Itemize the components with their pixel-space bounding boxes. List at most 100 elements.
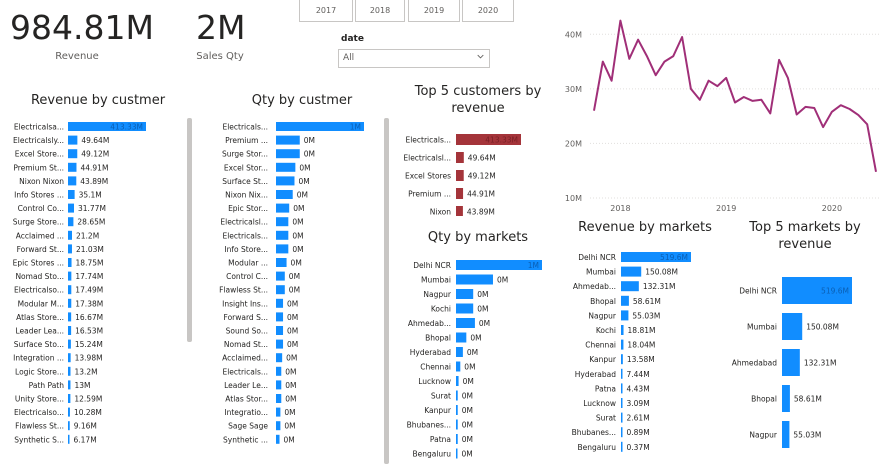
bar (276, 326, 284, 335)
bar (276, 366, 282, 376)
year-button-2019[interactable]: 2019 (408, 0, 460, 22)
category-label: Unity Store... (15, 395, 64, 404)
category-label: Flawless St... (15, 422, 64, 431)
data-label: 55.03M (632, 311, 660, 320)
data-label: 519.6M (821, 287, 849, 296)
data-label: 49.64M (468, 154, 496, 163)
data-label: 0M (292, 245, 303, 254)
qty-by-customer-scrollbar[interactable] (384, 118, 389, 464)
date-slicer-label: date (341, 34, 364, 44)
bar (68, 190, 75, 199)
data-label: 13.2M (74, 367, 97, 376)
bar (68, 149, 78, 159)
data-label: 150.08M (645, 268, 678, 277)
revenue-by-customer-title: Revenue by custmer (30, 93, 166, 108)
year-label: 2018 (369, 6, 391, 15)
bar (782, 421, 790, 448)
bar (68, 407, 70, 417)
category-label: Control C... (226, 272, 268, 281)
bar (621, 339, 624, 350)
category-label: Atlas Store... (16, 313, 64, 322)
category-label: Ahmedab... (573, 282, 616, 291)
data-label: 4.43M (627, 384, 650, 393)
category-label: Nagpur (588, 311, 616, 320)
data-label: 0M (304, 150, 315, 159)
bar (456, 303, 474, 314)
category-label: Surat (596, 414, 616, 423)
category-label: Mumbai (421, 276, 451, 285)
data-label: 0M (298, 177, 309, 186)
data-label: 17.74M (75, 272, 103, 281)
data-label: 31.77M (78, 204, 106, 213)
revenue-by-customer-scrollbar[interactable] (187, 118, 192, 342)
category-label: Electricalsl... (220, 218, 268, 227)
category-label: Excel Stores (405, 172, 451, 181)
data-label: 44.91M (80, 163, 108, 172)
category-label: Premium St... (13, 163, 64, 172)
data-label: 17.38M (75, 299, 103, 308)
data-label: 0.37M (627, 443, 650, 452)
data-label: 0M (463, 377, 474, 386)
category-label: Surge Stor... (222, 150, 268, 159)
bar (68, 312, 72, 322)
bar (68, 285, 72, 295)
qty-by-markets-title: Qty by markets (427, 230, 529, 245)
bar (456, 170, 464, 181)
bar (456, 260, 542, 270)
bar (621, 325, 624, 335)
data-label: 0M (462, 392, 473, 401)
data-label: 0M (292, 231, 303, 240)
category-label: Nagpur (749, 431, 777, 440)
data-label: 0M (477, 290, 488, 299)
bar (68, 135, 78, 145)
category-label: Electricals... (222, 123, 268, 132)
category-label: Delhi NCR (739, 287, 777, 296)
data-label: 28.65M (77, 218, 105, 227)
sales-qty-kpi-value: 2M (196, 8, 246, 47)
y-tick-label: 30M (565, 85, 582, 94)
y-tick-label: 10M (565, 194, 582, 203)
bar (621, 412, 623, 423)
bar (456, 448, 458, 459)
category-label: Bhopal (590, 297, 616, 306)
bar (782, 313, 803, 340)
category-label: Delhi NCR (413, 261, 451, 270)
data-label: 132.31M (643, 282, 676, 291)
category-label: Nixon Nixon (19, 177, 64, 186)
data-label: 0M (287, 340, 298, 349)
top5-customers-chart: Electricals... 413.33M Electricalsl... 49.6… (403, 134, 521, 216)
category-label: Acclaimed... (222, 354, 268, 363)
bar (68, 353, 71, 363)
data-label: 0M (285, 395, 296, 404)
bar (276, 271, 285, 281)
date-slicer-value: All (343, 53, 355, 63)
data-label: 0M (497, 276, 508, 285)
category-label: Surface Sto... (14, 340, 64, 349)
category-label: Kanpur (589, 355, 617, 364)
bar (621, 383, 623, 394)
year-button-2017[interactable]: 2017 (299, 0, 353, 22)
category-label: Info Store... (224, 245, 268, 254)
category-label: Leader Le... (224, 381, 268, 390)
category-label: Premium ... (225, 136, 268, 145)
year-button-2018[interactable]: 2018 (355, 0, 405, 22)
category-label: Electricalsa... (14, 123, 64, 132)
category-label: Hyderabad (410, 348, 451, 357)
data-label: 0M (292, 218, 303, 227)
date-slicer-dropdown[interactable]: All (338, 49, 490, 68)
revenue-by-markets-chart: Delhi NCR 519.6M Mumbai 150.08M Ahmedab... 13… (572, 252, 691, 452)
data-label: 0M (286, 354, 297, 363)
bar (782, 349, 800, 376)
bar (456, 134, 521, 145)
bar (276, 149, 300, 159)
qty-by-markets-chart: Delhi NCR 1M Mumbai 0M Nagpur 0M Kochi 0M Ahmeda… (407, 260, 542, 459)
data-label: 58.61M (633, 297, 661, 306)
bar (68, 162, 77, 172)
qty-by-customer-chart: Electricals... 1M Premium ... 0M Surge Stor.… (219, 122, 364, 444)
year-button-2020[interactable]: 2020 (462, 0, 514, 22)
data-label: 16.67M (75, 313, 103, 322)
year-label: 2020 (477, 6, 499, 15)
bar (276, 176, 295, 186)
category-label: Premium ... (408, 190, 451, 199)
data-label: 0M (285, 367, 296, 376)
